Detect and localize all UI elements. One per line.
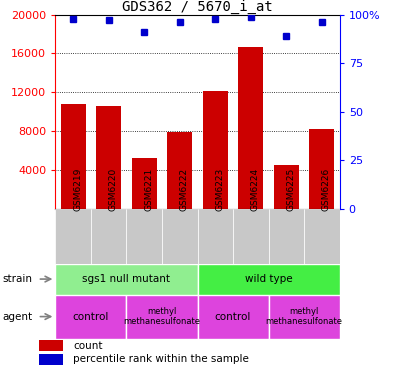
Text: control: control bbox=[73, 311, 109, 322]
Text: GSM6220: GSM6220 bbox=[109, 168, 118, 212]
Bar bbox=[304, 209, 340, 264]
Text: percentile rank within the sample: percentile rank within the sample bbox=[73, 354, 249, 365]
Text: GSM6225: GSM6225 bbox=[286, 168, 295, 212]
Bar bbox=[310, 129, 334, 209]
Text: GSM6223: GSM6223 bbox=[215, 168, 224, 212]
Text: GSM6226: GSM6226 bbox=[322, 168, 331, 212]
Text: methyl
methanesulfonate: methyl methanesulfonate bbox=[124, 307, 200, 326]
Bar bbox=[39, 354, 63, 365]
Bar bbox=[91, 209, 126, 264]
Text: sgs1 null mutant: sgs1 null mutant bbox=[83, 274, 170, 284]
Text: GSM6219: GSM6219 bbox=[73, 168, 82, 212]
Bar bbox=[162, 209, 198, 264]
Bar bbox=[55, 209, 91, 264]
Bar bbox=[55, 295, 126, 339]
Text: GSM6224: GSM6224 bbox=[251, 168, 260, 212]
Bar bbox=[198, 295, 269, 339]
Bar bbox=[198, 209, 233, 264]
Text: control: control bbox=[215, 311, 251, 322]
Bar bbox=[96, 106, 121, 209]
Bar bbox=[61, 104, 86, 209]
Bar bbox=[39, 340, 63, 351]
Text: GSM6221: GSM6221 bbox=[144, 168, 153, 212]
Title: GDS362 / 5670_i_at: GDS362 / 5670_i_at bbox=[122, 0, 273, 14]
Bar bbox=[233, 209, 269, 264]
Bar bbox=[55, 264, 198, 295]
Text: GSM6222: GSM6222 bbox=[180, 168, 189, 212]
Bar bbox=[132, 158, 156, 209]
Text: strain: strain bbox=[2, 274, 32, 284]
Bar bbox=[203, 91, 228, 209]
Bar bbox=[126, 209, 162, 264]
Bar bbox=[198, 264, 340, 295]
Bar bbox=[126, 295, 198, 339]
Text: wild type: wild type bbox=[245, 274, 292, 284]
Text: count: count bbox=[73, 341, 103, 351]
Bar bbox=[167, 132, 192, 209]
Bar bbox=[269, 209, 304, 264]
Bar bbox=[274, 165, 299, 209]
Text: methyl
methanesulfonate: methyl methanesulfonate bbox=[266, 307, 342, 326]
Bar bbox=[269, 295, 340, 339]
Text: agent: agent bbox=[2, 311, 32, 322]
Bar bbox=[239, 46, 263, 209]
